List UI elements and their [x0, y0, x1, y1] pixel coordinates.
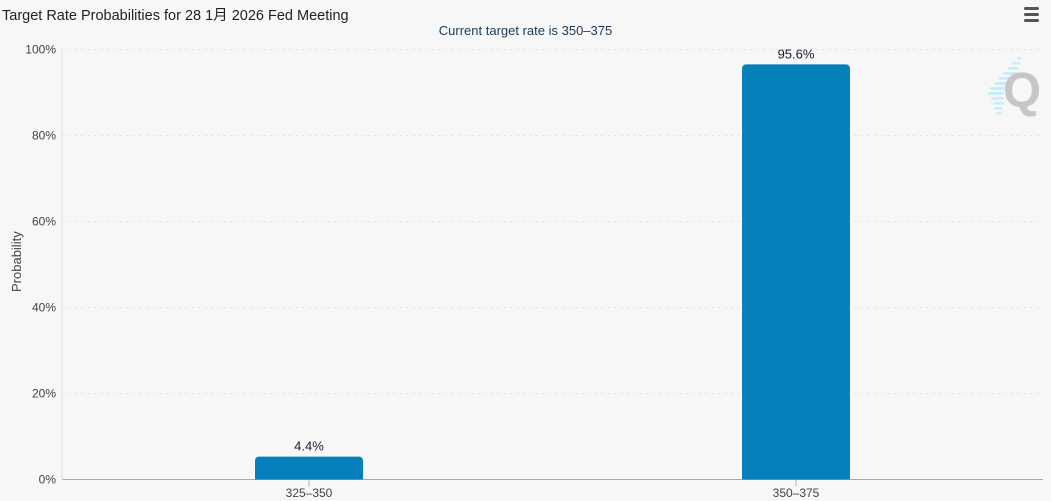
svg-text:100%: 100% [25, 43, 56, 57]
svg-text:Q: Q [1003, 64, 1041, 118]
svg-text:0%: 0% [39, 473, 57, 487]
svg-text:80%: 80% [32, 129, 56, 143]
svg-text:4.4%: 4.4% [294, 439, 324, 454]
svg-text:350–375: 350–375 [773, 486, 820, 500]
svg-text:40%: 40% [32, 301, 56, 315]
svg-text:60%: 60% [32, 215, 56, 229]
svg-text:325–350: 325–350 [286, 486, 333, 500]
svg-text:95.6%: 95.6% [778, 46, 815, 61]
svg-text:20%: 20% [32, 387, 56, 401]
